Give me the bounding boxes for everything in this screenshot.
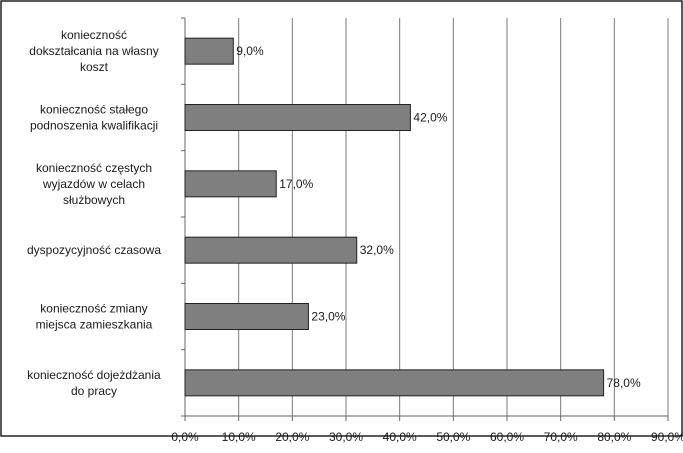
category-label: konieczność zmiany miejsca zamieszkania [36,302,153,332]
category-label: konieczność stałego podnoszenia kwalifika… [30,103,158,133]
x-tick-label: 50,0% [436,430,470,444]
category-label: konieczność częstych wyjazdów w celach słu… [36,161,152,207]
chart-frame [0,0,683,437]
data-label: 32,0% [360,243,394,257]
category-label-line: służbowych [63,193,125,207]
category-label-line: konieczność dojeżdżania [27,368,161,382]
category-label-line: konieczność stałego [40,103,148,117]
bar [184,104,411,131]
data-label: 17,0% [279,177,313,191]
x-tick-label: 20,0% [275,430,309,444]
bar [184,303,309,330]
bar [184,37,234,65]
data-label: 78,0% [607,376,641,390]
bar [184,170,277,198]
category-label-line: wyjazdów w celach [42,177,145,191]
category-label-line: konieczność częstych [36,161,152,175]
data-label: 9,0% [236,44,264,58]
x-tick-label: 80,0% [597,430,631,444]
bar [184,369,605,397]
category-label-line: konieczność [61,28,127,42]
category-label-line: dyspozycyjność czasowa [27,243,161,257]
category-label: dyspozycyjność czasowa [27,243,161,257]
category-label-line: podnoszenia kwalifikacji [30,119,158,133]
category-label-line: koszt [80,60,109,74]
category-label-line: konieczność zmiany [40,302,147,316]
x-tick-label: 0,0% [171,430,199,444]
x-tick-label: 40,0% [383,430,417,444]
bar [184,236,358,264]
x-tick-label: 70,0% [544,430,578,444]
category-label: konieczność dojeżdżania do pracy [27,368,161,398]
category-label-line: dokształcania na własny [29,44,158,58]
category-label-line: do pracy [71,384,117,398]
category-label: konieczność dokształcania na własny koszt [29,28,158,74]
x-tick-label: 60,0% [490,430,524,444]
x-tick-label: 90,0% [651,430,683,444]
category-label-line: miejsca zamieszkania [36,318,153,332]
data-label: 23,0% [311,310,345,324]
data-label: 42,0% [413,111,447,125]
x-tick-label: 10,0% [222,430,256,444]
x-tick-label: 30,0% [329,430,363,444]
